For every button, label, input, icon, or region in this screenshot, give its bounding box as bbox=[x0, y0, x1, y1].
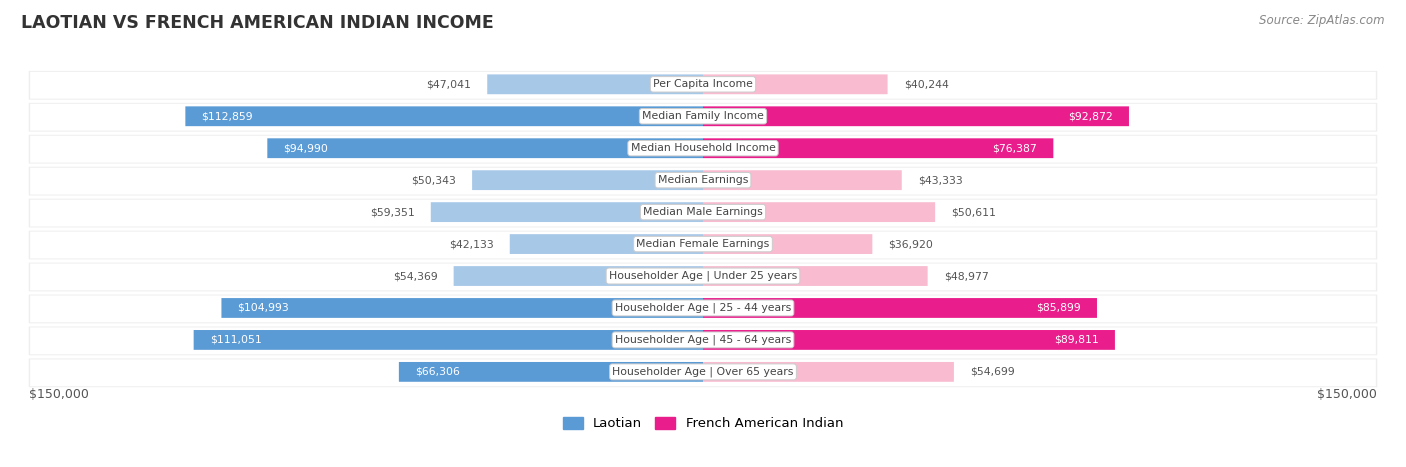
FancyBboxPatch shape bbox=[488, 74, 703, 94]
Text: $112,859: $112,859 bbox=[201, 111, 253, 121]
Text: Median Female Earnings: Median Female Earnings bbox=[637, 239, 769, 249]
Legend: Laotian, French American Indian: Laotian, French American Indian bbox=[557, 411, 849, 436]
FancyBboxPatch shape bbox=[703, 266, 928, 286]
FancyBboxPatch shape bbox=[30, 136, 1376, 163]
Text: $48,977: $48,977 bbox=[943, 271, 988, 281]
FancyBboxPatch shape bbox=[28, 262, 1378, 291]
FancyBboxPatch shape bbox=[703, 202, 935, 222]
Text: $111,051: $111,051 bbox=[209, 335, 262, 345]
FancyBboxPatch shape bbox=[28, 71, 1378, 99]
FancyBboxPatch shape bbox=[703, 74, 887, 94]
FancyBboxPatch shape bbox=[28, 326, 1378, 355]
Text: Median Male Earnings: Median Male Earnings bbox=[643, 207, 763, 217]
Text: Householder Age | Under 25 years: Householder Age | Under 25 years bbox=[609, 271, 797, 281]
Text: $94,990: $94,990 bbox=[284, 143, 328, 153]
Text: $92,872: $92,872 bbox=[1069, 111, 1114, 121]
Text: $89,811: $89,811 bbox=[1054, 335, 1099, 345]
FancyBboxPatch shape bbox=[221, 298, 703, 318]
Text: Per Capita Income: Per Capita Income bbox=[652, 79, 754, 89]
Text: $40,244: $40,244 bbox=[904, 79, 949, 89]
Text: $54,369: $54,369 bbox=[392, 271, 437, 281]
FancyBboxPatch shape bbox=[703, 138, 1053, 158]
Text: $150,000: $150,000 bbox=[1317, 388, 1378, 401]
FancyBboxPatch shape bbox=[472, 170, 703, 190]
FancyBboxPatch shape bbox=[30, 72, 1376, 99]
FancyBboxPatch shape bbox=[267, 138, 703, 158]
Text: $50,343: $50,343 bbox=[411, 175, 456, 185]
FancyBboxPatch shape bbox=[30, 263, 1376, 290]
FancyBboxPatch shape bbox=[28, 103, 1378, 132]
Text: Householder Age | Over 65 years: Householder Age | Over 65 years bbox=[612, 367, 794, 377]
FancyBboxPatch shape bbox=[703, 362, 953, 382]
Text: Householder Age | 45 - 64 years: Householder Age | 45 - 64 years bbox=[614, 335, 792, 345]
FancyBboxPatch shape bbox=[28, 231, 1378, 259]
Text: Median Family Income: Median Family Income bbox=[643, 111, 763, 121]
FancyBboxPatch shape bbox=[30, 296, 1376, 322]
Text: $104,993: $104,993 bbox=[238, 303, 290, 313]
Text: $36,920: $36,920 bbox=[889, 239, 934, 249]
FancyBboxPatch shape bbox=[30, 327, 1376, 354]
FancyBboxPatch shape bbox=[28, 359, 1378, 387]
FancyBboxPatch shape bbox=[430, 202, 703, 222]
FancyBboxPatch shape bbox=[194, 330, 703, 350]
FancyBboxPatch shape bbox=[703, 330, 1115, 350]
FancyBboxPatch shape bbox=[30, 168, 1376, 195]
FancyBboxPatch shape bbox=[510, 234, 703, 254]
Text: Median Earnings: Median Earnings bbox=[658, 175, 748, 185]
Text: $85,899: $85,899 bbox=[1036, 303, 1081, 313]
Text: $59,351: $59,351 bbox=[370, 207, 415, 217]
FancyBboxPatch shape bbox=[703, 298, 1097, 318]
Text: Householder Age | 25 - 44 years: Householder Age | 25 - 44 years bbox=[614, 303, 792, 313]
Text: $150,000: $150,000 bbox=[28, 388, 89, 401]
FancyBboxPatch shape bbox=[703, 106, 1129, 126]
FancyBboxPatch shape bbox=[186, 106, 703, 126]
Text: $76,387: $76,387 bbox=[993, 143, 1038, 153]
FancyBboxPatch shape bbox=[30, 360, 1376, 386]
FancyBboxPatch shape bbox=[28, 167, 1378, 196]
FancyBboxPatch shape bbox=[30, 232, 1376, 258]
Text: $66,306: $66,306 bbox=[415, 367, 460, 377]
FancyBboxPatch shape bbox=[30, 104, 1376, 131]
FancyBboxPatch shape bbox=[399, 362, 703, 382]
Text: LAOTIAN VS FRENCH AMERICAN INDIAN INCOME: LAOTIAN VS FRENCH AMERICAN INDIAN INCOME bbox=[21, 14, 494, 32]
FancyBboxPatch shape bbox=[30, 200, 1376, 226]
Text: Source: ZipAtlas.com: Source: ZipAtlas.com bbox=[1260, 14, 1385, 27]
Text: $50,611: $50,611 bbox=[952, 207, 995, 217]
Text: $47,041: $47,041 bbox=[426, 79, 471, 89]
FancyBboxPatch shape bbox=[703, 170, 901, 190]
Text: $42,133: $42,133 bbox=[449, 239, 494, 249]
FancyBboxPatch shape bbox=[28, 295, 1378, 323]
FancyBboxPatch shape bbox=[28, 198, 1378, 227]
Text: $54,699: $54,699 bbox=[970, 367, 1015, 377]
Text: Median Household Income: Median Household Income bbox=[630, 143, 776, 153]
FancyBboxPatch shape bbox=[703, 234, 872, 254]
FancyBboxPatch shape bbox=[454, 266, 703, 286]
FancyBboxPatch shape bbox=[28, 135, 1378, 163]
Text: $43,333: $43,333 bbox=[918, 175, 963, 185]
